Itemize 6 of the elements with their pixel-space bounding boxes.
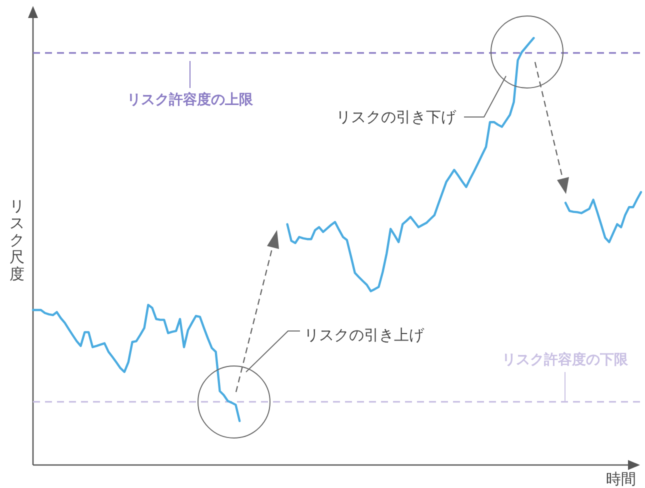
annotation: リスクの引き下げ <box>336 108 457 126</box>
legend-label: リスク許容度の上限 <box>127 91 254 108</box>
annotation: リスクの引き上げ <box>304 326 425 344</box>
x-axis-title: 時間 <box>606 470 636 488</box>
ref-line-label: リスク許容度の下限 <box>502 351 629 368</box>
y-axis-title: リスク尺度 <box>10 197 24 283</box>
